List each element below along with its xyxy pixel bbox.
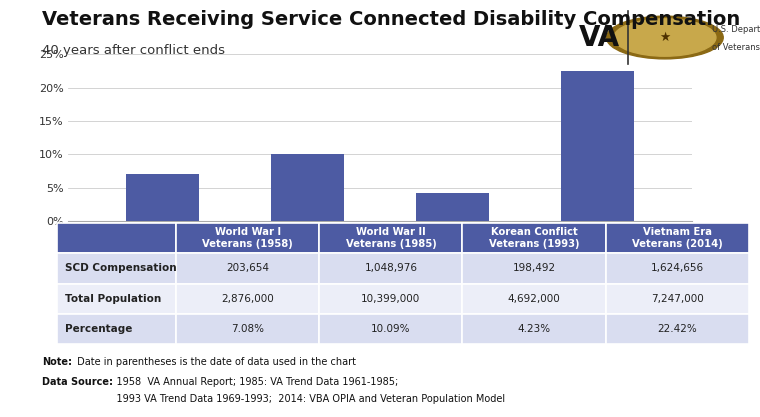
- Text: 1958  VA Annual Report; 1985: VA Trend Data 1961-1985;: 1958 VA Annual Report; 1985: VA Trend Da…: [104, 377, 398, 387]
- Bar: [176, 223, 319, 253]
- Text: Date in parentheses is the date of data used in the chart: Date in parentheses is the date of data …: [74, 357, 356, 367]
- Bar: [606, 314, 749, 344]
- Circle shape: [614, 19, 716, 56]
- Text: 198,492: 198,492: [512, 264, 556, 274]
- Text: 7.08%: 7.08%: [231, 324, 264, 334]
- Text: Vietnam Era
Veterans (2014): Vietnam Era Veterans (2014): [632, 227, 723, 249]
- Bar: [57, 253, 176, 284]
- Bar: [57, 223, 176, 253]
- Text: ★: ★: [659, 31, 670, 44]
- Text: 7,247,000: 7,247,000: [651, 294, 704, 304]
- Text: 4,692,000: 4,692,000: [508, 294, 560, 304]
- Text: 10.09%: 10.09%: [371, 324, 410, 334]
- Text: 1,048,976: 1,048,976: [364, 264, 417, 274]
- Bar: [176, 314, 319, 344]
- Text: VA: VA: [579, 23, 620, 52]
- Text: Data Source:: Data Source:: [42, 377, 112, 387]
- Bar: [462, 284, 606, 314]
- Text: 22.42%: 22.42%: [657, 324, 697, 334]
- Bar: [462, 223, 606, 253]
- Text: Korean Conflict
Veterans (1993): Korean Conflict Veterans (1993): [489, 227, 579, 249]
- Bar: [416, 193, 489, 221]
- Text: 203,654: 203,654: [226, 264, 269, 274]
- Text: Note:: Note:: [42, 357, 71, 367]
- Bar: [319, 253, 462, 284]
- Text: of Veterans Affairs: of Veterans Affairs: [712, 43, 760, 52]
- Bar: [176, 253, 319, 284]
- Circle shape: [606, 16, 724, 59]
- Bar: [462, 253, 606, 284]
- Bar: [606, 253, 749, 284]
- Text: 40 years after conflict ends: 40 years after conflict ends: [42, 44, 225, 57]
- Bar: [606, 223, 749, 253]
- Bar: [57, 314, 176, 344]
- Text: 1,624,656: 1,624,656: [651, 264, 704, 274]
- Bar: [462, 314, 606, 344]
- Text: World War II
Veterans (1985): World War II Veterans (1985): [346, 227, 436, 249]
- Text: 2,876,000: 2,876,000: [221, 294, 274, 304]
- Text: 4.23%: 4.23%: [518, 324, 550, 334]
- Bar: [319, 314, 462, 344]
- Text: U.S. Department: U.S. Department: [712, 25, 760, 34]
- Bar: [561, 71, 634, 221]
- Bar: [319, 223, 462, 253]
- Bar: [606, 284, 749, 314]
- Text: Percentage: Percentage: [65, 324, 133, 334]
- Bar: [271, 154, 344, 221]
- Bar: [126, 174, 199, 221]
- Text: World War I
Veterans (1958): World War I Veterans (1958): [202, 227, 293, 249]
- Text: 10,399,000: 10,399,000: [361, 294, 420, 304]
- Bar: [176, 284, 319, 314]
- Bar: [57, 284, 176, 314]
- Text: 1993 VA Trend Data 1969-1993;  2014: VBA OPIA and Veteran Population Model: 1993 VA Trend Data 1969-1993; 2014: VBA …: [104, 394, 505, 404]
- Bar: [319, 284, 462, 314]
- Text: SCD Compensation: SCD Compensation: [65, 264, 177, 274]
- Text: Total Population: Total Population: [65, 294, 162, 304]
- Text: Veterans Receiving Service Connected Disability Compensation: Veterans Receiving Service Connected Dis…: [42, 10, 740, 30]
